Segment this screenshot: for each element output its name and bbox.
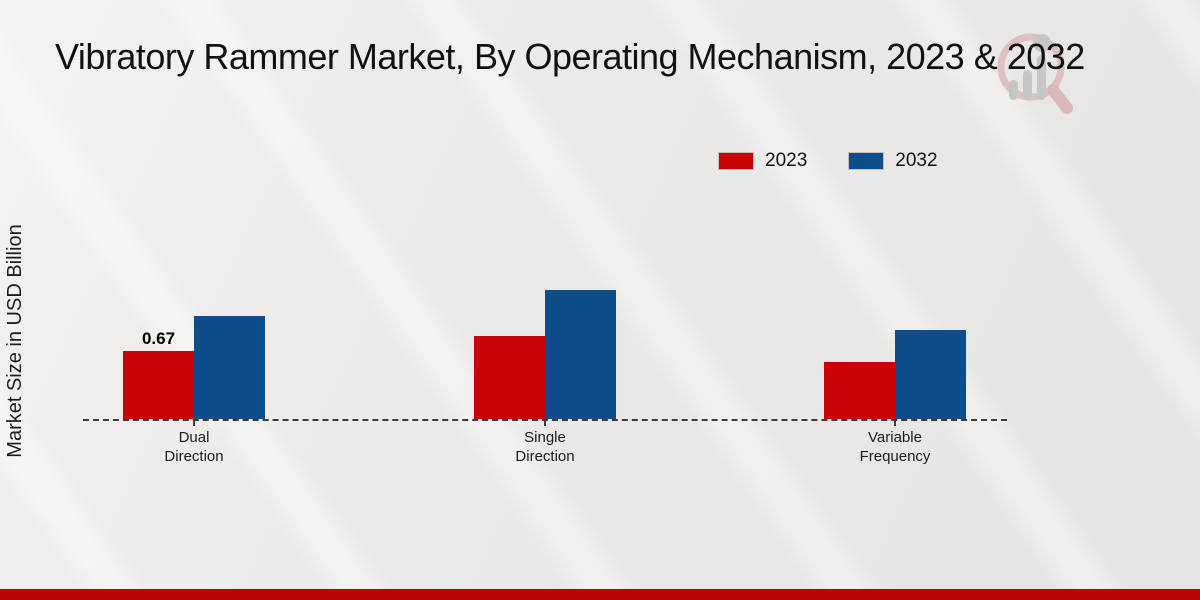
bar-2032-category-1 <box>545 290 616 419</box>
bar-value-label: 0.67 <box>141 329 176 348</box>
legend-item-2032: 2032 <box>849 150 938 172</box>
x-axis-category-label: Single Direction <box>515 429 575 465</box>
legend-item-2023: 2023 <box>719 150 807 172</box>
bar-2023-category-2 <box>824 362 895 419</box>
plot-area: Dual Direction Single Direction Variable F… <box>83 150 1007 465</box>
legend-swatch <box>719 153 753 169</box>
bar-2023-category-1 <box>474 336 545 419</box>
legend-label: 2032 <box>895 150 938 171</box>
bar-2032-category-0 <box>194 316 265 419</box>
x-axis-tick <box>193 420 195 426</box>
legend: 2023 2032 <box>719 150 938 172</box>
x-axis-category-label: Variable Frequency <box>859 429 931 465</box>
footer-accent-bar <box>0 589 1200 600</box>
x-axis-tick <box>894 420 896 426</box>
x-axis-category-label: Dual Direction <box>164 429 224 465</box>
bar-2032-category-2 <box>895 330 966 419</box>
magnifier-bar-chart-watermark-icon <box>997 33 1073 114</box>
legend-label: 2023 <box>765 150 808 171</box>
legend-swatch <box>849 153 884 169</box>
bar-2023-category-0 <box>123 351 194 419</box>
chart-title: Vibratory Rammer Market, By Operating Me… <box>55 36 1085 77</box>
x-axis-tick <box>544 420 546 426</box>
y-axis-label: Market Size in USD Billion <box>4 224 26 458</box>
